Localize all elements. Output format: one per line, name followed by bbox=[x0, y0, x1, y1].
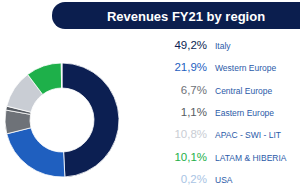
title-bar bbox=[52, 2, 300, 29]
slice bbox=[7, 128, 65, 177]
chart-container: Revenues FY21 by region 49,2% Italy 21,9% We… bbox=[0, 0, 300, 189]
chart-title: Revenues FY21 by region bbox=[107, 9, 265, 24]
data-label: 49,2% bbox=[174, 39, 207, 51]
data-label: 1,1% bbox=[181, 106, 207, 118]
slice bbox=[62, 63, 119, 177]
data-label: 6,7% bbox=[181, 84, 207, 96]
slice bbox=[61, 63, 63, 88]
legend: 49,2% Italy 21,9% Western Europe 6,7% Central… bbox=[174, 39, 286, 185]
slice bbox=[28, 63, 62, 94]
data-label: 0,2% bbox=[181, 173, 207, 185]
legend-label: Eastern Europe bbox=[215, 108, 274, 118]
legend-label: APAC - SWI - LIT bbox=[215, 130, 281, 140]
data-label: 10,8% bbox=[174, 128, 207, 140]
data-label: 21,9% bbox=[174, 61, 207, 73]
legend-label: USA bbox=[215, 175, 233, 185]
legend-label: Central Europe bbox=[215, 86, 272, 96]
chart-svg: Revenues FY21 by region 49,2% Italy 21,9% We… bbox=[0, 0, 300, 189]
legend-label: Italy bbox=[215, 41, 231, 51]
legend-label: LATAM & HIBERIA bbox=[215, 153, 287, 163]
slices bbox=[5, 63, 119, 177]
legend-label: Western Europe bbox=[215, 63, 277, 73]
data-label: 10,1% bbox=[174, 151, 207, 163]
